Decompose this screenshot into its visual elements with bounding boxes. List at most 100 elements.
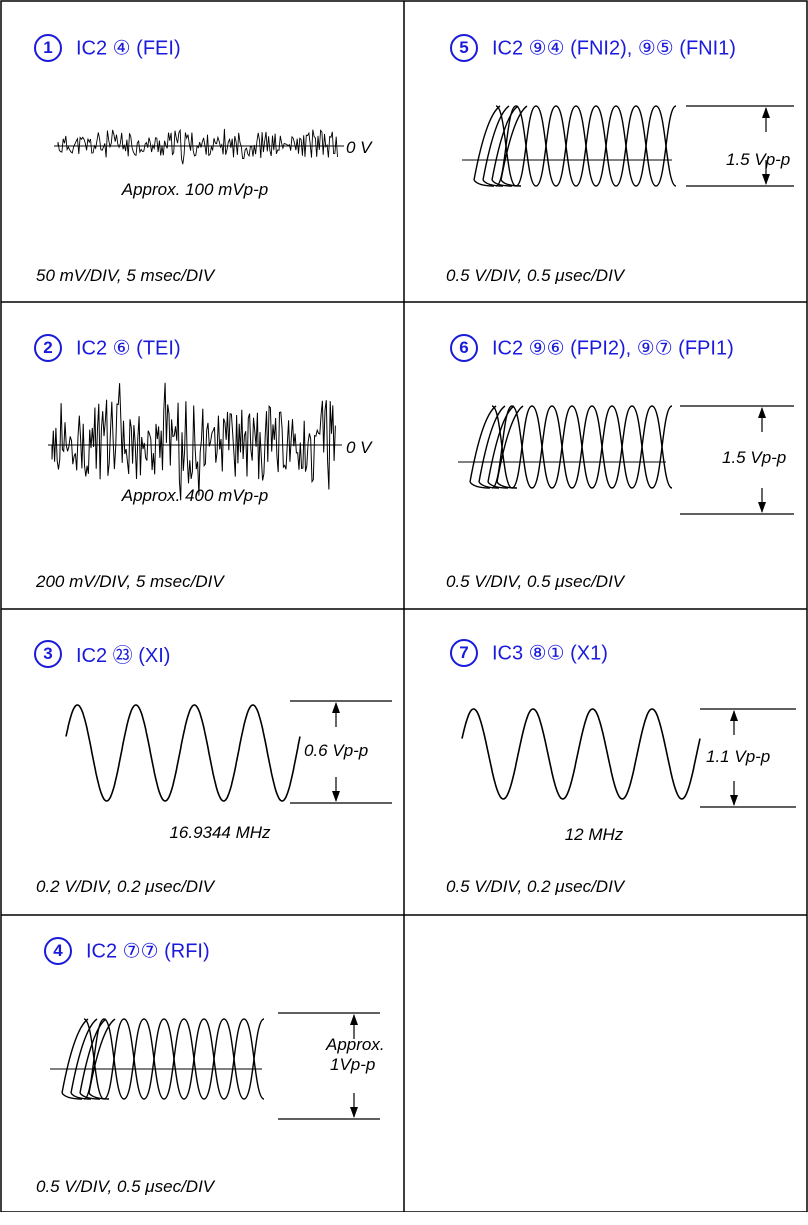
panel-number-badge: 7 [450, 639, 478, 667]
eye-crossing-up [651, 405, 673, 489]
eye-crossing-up [83, 1018, 105, 1100]
scale-label: 0.5 V/DIV, 0.5 μsec/DIV [446, 572, 625, 591]
eye-crossing-up [611, 405, 633, 489]
panel-number-badge: 6 [450, 334, 478, 362]
zero-volt-label: 0 V [346, 138, 372, 157]
panel-title: 1 IC2 ④ (FEI) [34, 34, 181, 62]
amplitude-label: 1.5 Vp-p [726, 150, 791, 169]
amplitude-label-line-1: Approx. [326, 1035, 385, 1054]
scale-label: 50 mV/DIV, 5 msec/DIV [36, 266, 215, 285]
amplitude-caption: Approx. 100 mVp-p [121, 180, 269, 199]
eye-crossing-up [591, 405, 613, 489]
eye-leading-edge [482, 105, 510, 181]
panel-title: 4 IC2 ⑦⑦ (RFI) [44, 937, 210, 965]
eye-leading-edge [70, 1018, 98, 1094]
panel-title: 5 IC2 ⑨④ (FNI2), ⑨⑤ (FNI1) [450, 34, 736, 62]
arrow-down-icon [762, 174, 770, 185]
arrow-down-icon [350, 1107, 358, 1118]
scale-label: 0.2 V/DIV, 0.2 μsec/DIV [36, 877, 215, 896]
eye-tail [61, 1092, 83, 1100]
arrow-up-icon [762, 107, 770, 118]
amplitude-label: 1.5 Vp-p [722, 448, 787, 467]
eye-crossing-up [223, 1018, 245, 1100]
amplitude-marker [680, 405, 794, 515]
noise-waveform [48, 382, 342, 501]
panel-title-text: IC2 ④ (FEI) [76, 37, 181, 60]
panel-title: 2 IC2 ⑥ (TEI) [34, 334, 181, 362]
eye-tail [473, 179, 495, 187]
panel-6: 6 IC2 ⑨⑥ (FPI2), ⑨⑦ (FPI1) 1.5 Vp-p 0.5 V… [404, 302, 808, 609]
arrow-up-icon [350, 1014, 358, 1025]
panel-7: 7 IC3 ⑧① (X1) 1.1 Vp-p 12 MHz 0.5 V/DIV, … [404, 609, 808, 915]
panel-number-badge: 3 [34, 639, 62, 668]
panel-title-text: IC2 ⑥ (TEI) [76, 337, 181, 360]
eye-crossing-up [531, 405, 553, 489]
eye-leading-edge [79, 1018, 107, 1094]
eye-crossing-up [143, 1018, 165, 1100]
noise-waveform [54, 128, 344, 165]
amplitude-marker [700, 708, 796, 808]
frequency-caption: 12 MHz [564, 825, 624, 844]
scale-label: 200 mV/DIV, 5 msec/DIV [36, 572, 224, 591]
eye-tail [496, 481, 518, 489]
eye-crossing-up [555, 105, 577, 187]
panel-title-text: IC2 ⑨④ (FNI2), ⑨⑤ (FNI1) [492, 37, 736, 60]
eye-pattern-waveform [458, 405, 673, 489]
eye-leading-edge [61, 1018, 89, 1094]
eye-crossing-up [635, 105, 657, 187]
eye-leading-edge [478, 405, 506, 483]
panel-1: 1 IC2 ④ (FEI) 0 V Approx. 100 mVp-p 50 mV… [0, 0, 404, 302]
eye-crossing-up [103, 1018, 125, 1100]
panel-number-badge: 2 [34, 334, 62, 362]
amplitude-label-line-2: 1Vp-p [330, 1055, 376, 1074]
panel-5: 5 IC2 ⑨④ (FNI2), ⑨⑤ (FNI1) 1.5 Vp-p 0.5 V… [404, 0, 808, 302]
panel-2: 2 IC2 ⑥ (TEI) 0 V Approx. 400 mVp-p 200 m… [0, 302, 404, 609]
eye-tail [500, 179, 522, 187]
eye-crossing-up [595, 105, 617, 187]
panel-number-badge: 5 [450, 34, 478, 62]
panel-title: 3 IC2 ㉓ (XI) [34, 639, 170, 668]
scale-label: 0.5 V/DIV, 0.2 μsec/DIV [446, 877, 625, 896]
eye-pattern-waveform [462, 105, 677, 187]
panel-title: 6 IC2 ⑨⑥ (FPI2), ⑨⑦ (FPI1) [450, 334, 734, 362]
eye-crossing-up [535, 105, 557, 187]
amplitude-label: 1.1 Vp-p [706, 747, 771, 766]
eye-tail [88, 1092, 110, 1100]
panel-title-text: IC2 ⑨⑥ (FPI2), ⑨⑦ (FPI1) [492, 337, 734, 360]
panel-4: 4 IC2 ⑦⑦ (RFI) Approx. 1Vp-p 0.5 V/DIV, 0… [0, 915, 404, 1212]
amplitude-marker [686, 105, 794, 187]
eye-tail [478, 481, 500, 489]
eye-tail [482, 179, 504, 187]
eye-crossing-up [163, 1018, 185, 1100]
eye-tail [70, 1092, 92, 1100]
eye-leading-edge [473, 105, 501, 181]
eye-crossing-up [183, 1018, 205, 1100]
arrow-up-icon [332, 702, 340, 713]
panel-title-text: IC2 ㉓ (XI) [76, 645, 171, 667]
eye-crossing-up [243, 1018, 265, 1100]
noise-trace [51, 382, 336, 501]
arrow-up-icon [758, 407, 766, 418]
amplitude-marker [290, 700, 392, 804]
arrow-up-icon [730, 710, 738, 721]
eye-crossing-up [551, 405, 573, 489]
arrow-down-icon [332, 791, 340, 802]
eye-pattern-waveform [50, 1018, 265, 1100]
eye-leading-edge [487, 405, 515, 483]
eye-crossing-up [495, 105, 517, 187]
amplitude-caption: Approx. 400 mVp-p [121, 486, 269, 505]
panel-number-badge: 4 [44, 937, 72, 965]
eye-crossing-up [515, 105, 537, 187]
eye-tail [469, 481, 491, 489]
scale-label: 0.5 V/DIV, 0.5 μsec/DIV [36, 1177, 215, 1196]
panel-title-text: IC3 ⑧① (X1) [492, 642, 608, 665]
scale-label: 0.5 V/DIV, 0.5 μsec/DIV [446, 266, 625, 285]
panel-title: 7 IC3 ⑧① (X1) [450, 639, 608, 667]
eye-crossing-up [511, 405, 533, 489]
sine-waveform [461, 708, 701, 800]
eye-crossing-up [491, 405, 513, 489]
sine-waveform [65, 704, 301, 802]
sine-trace [65, 704, 301, 802]
eye-tail [487, 481, 509, 489]
